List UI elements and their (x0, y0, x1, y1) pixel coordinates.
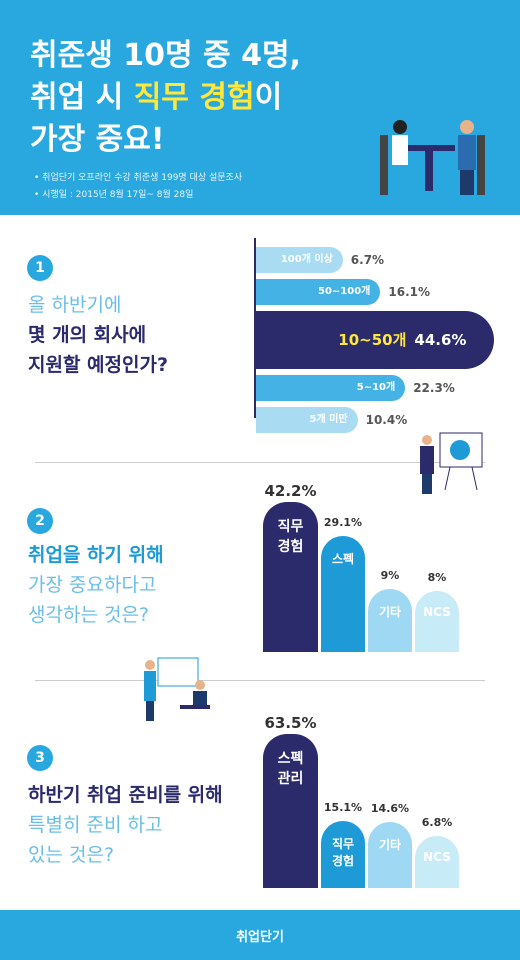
bar (256, 375, 406, 401)
category-label: 직무 경험 (277, 519, 304, 556)
question: 있는 것은? (28, 844, 115, 866)
bar (321, 536, 365, 652)
bar (256, 279, 381, 305)
category-label: 50~100개 (318, 286, 371, 297)
divider (35, 680, 485, 681)
note-text: 취업단기 오프라인 수강 취준생 199명 대상 설문조사 (42, 173, 243, 183)
value-label: 9% (380, 568, 400, 582)
bar (415, 835, 459, 888)
question: 하반기 취업 준비를 위해 (28, 784, 223, 806)
header: 취준생 10명 중 4명, 취업 시 직무 경험이 가장 중요! • 취업단기 … (0, 0, 520, 215)
value-label: 16.1% (388, 285, 431, 299)
section-number: 3 (27, 745, 53, 771)
value-label: 22.3% (413, 381, 455, 395)
title-text: 이 (254, 80, 283, 115)
category-label: 5~10개 (356, 382, 396, 393)
value-label: 44.6% (414, 331, 467, 349)
value-label: 15.1% (323, 800, 363, 814)
value-label: 29.1% (323, 516, 363, 530)
category-label: 10~50개 (338, 331, 407, 349)
category-label: 직무 경험 (331, 836, 355, 868)
value-label: 6.7% (350, 253, 385, 267)
value-label: 6.8% (421, 815, 453, 829)
value-label: 8% (427, 571, 447, 585)
category-label: NCS (423, 605, 451, 620)
question: 특별히 준비 하고 (28, 814, 163, 836)
category-label: 기타 (378, 604, 402, 619)
title-line: 취준생 10명 중 4명, (30, 38, 301, 73)
category-label: 5개 미만 (309, 414, 348, 425)
brand: 취업단기 (236, 929, 284, 945)
category-label: 스펙 (331, 552, 355, 567)
bar (368, 821, 412, 888)
note: • 취업단기 오프라인 수강 취준생 199명 대상 설문조사 (34, 173, 243, 183)
category-label: 스펙 관리 (277, 750, 304, 787)
question: 지원할 예정인가? (28, 354, 168, 376)
illustration (144, 657, 210, 721)
section-number: 1 (27, 255, 53, 281)
bar (263, 502, 318, 652)
bar (256, 311, 495, 369)
value-label: 42.2% (264, 482, 317, 501)
value-label: 63.5% (264, 713, 317, 732)
question: 몇 개의 회사에 (28, 324, 147, 346)
title-highlight: 직무 경험 (133, 80, 255, 115)
question: 취업을 하기 위해 (28, 544, 164, 566)
bar (263, 733, 318, 888)
question: 올 하반기에 (28, 294, 122, 316)
illustration (380, 120, 485, 195)
title-text: 취업 시 (30, 80, 134, 115)
category-label: 기타 (378, 837, 402, 852)
bar (321, 820, 365, 888)
axis-line (254, 238, 256, 418)
section-number: 2 (27, 508, 53, 534)
divider (35, 462, 485, 463)
question: 생각하는 것은? (28, 604, 150, 626)
title-line: 취업 시 직무 경험이 (30, 72, 282, 116)
value-label: 10.4% (365, 413, 408, 427)
value-label: 14.6% (370, 801, 410, 815)
bar (415, 591, 459, 652)
footer: 취업단기 (0, 910, 520, 960)
question: 가장 중요하다고 (28, 574, 157, 596)
category-label: NCS (423, 849, 451, 864)
note: • 시행일 : 2015년 8월 17일~ 8월 28일 (34, 190, 194, 200)
bar (256, 247, 343, 273)
bar (256, 407, 358, 433)
category-label: 100개 이상 (280, 254, 333, 265)
title-line: 가장 중요! (30, 122, 165, 157)
illustration (420, 432, 483, 494)
note-text: 시행일 : 2015년 8월 17일~ 8월 28일 (42, 190, 194, 200)
bar (368, 588, 412, 652)
